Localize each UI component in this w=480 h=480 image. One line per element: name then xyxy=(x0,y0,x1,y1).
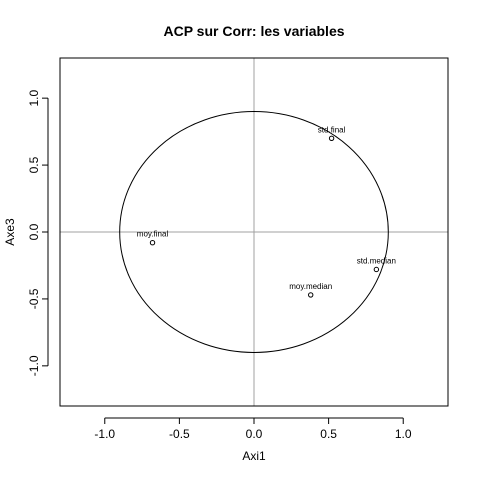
x-tick-label: -1.0 xyxy=(94,427,115,441)
plot-frame xyxy=(59,57,449,407)
y-axis-title: Axe3 xyxy=(3,218,17,246)
data-point-label: std.median xyxy=(357,256,396,265)
data-point-label: std.final xyxy=(318,125,346,134)
chart-title: ACP sur Corr: les variables xyxy=(163,23,344,39)
data-point-label: moy.final xyxy=(137,230,169,239)
x-tick-label: 0.0 xyxy=(246,427,263,441)
data-point xyxy=(308,292,314,298)
data-point-label: moy.median xyxy=(289,282,332,291)
plot-area: -1.0 -0.5 0.0 0.5 1.0 -1.0 -0.5 0.0 0.5 1.0 std.fi… xyxy=(27,57,449,441)
y-tick-label: 0.5 xyxy=(27,156,41,173)
data-point xyxy=(328,135,335,142)
x-tick-label: -0.5 xyxy=(169,427,190,441)
y-tick-label: 1.0 xyxy=(27,89,41,106)
x-tick-label: 1.0 xyxy=(395,427,412,441)
y-tick-label: 0.0 xyxy=(27,223,41,240)
x-tick-label: 0.5 xyxy=(320,427,337,441)
correlation-circle xyxy=(119,111,389,353)
y-tick-label: -1.0 xyxy=(27,355,41,376)
x-axis-title: Axi1 xyxy=(242,449,266,463)
y-tick-label: -0.5 xyxy=(27,288,41,309)
data-point xyxy=(149,240,156,246)
data-point xyxy=(373,266,380,273)
